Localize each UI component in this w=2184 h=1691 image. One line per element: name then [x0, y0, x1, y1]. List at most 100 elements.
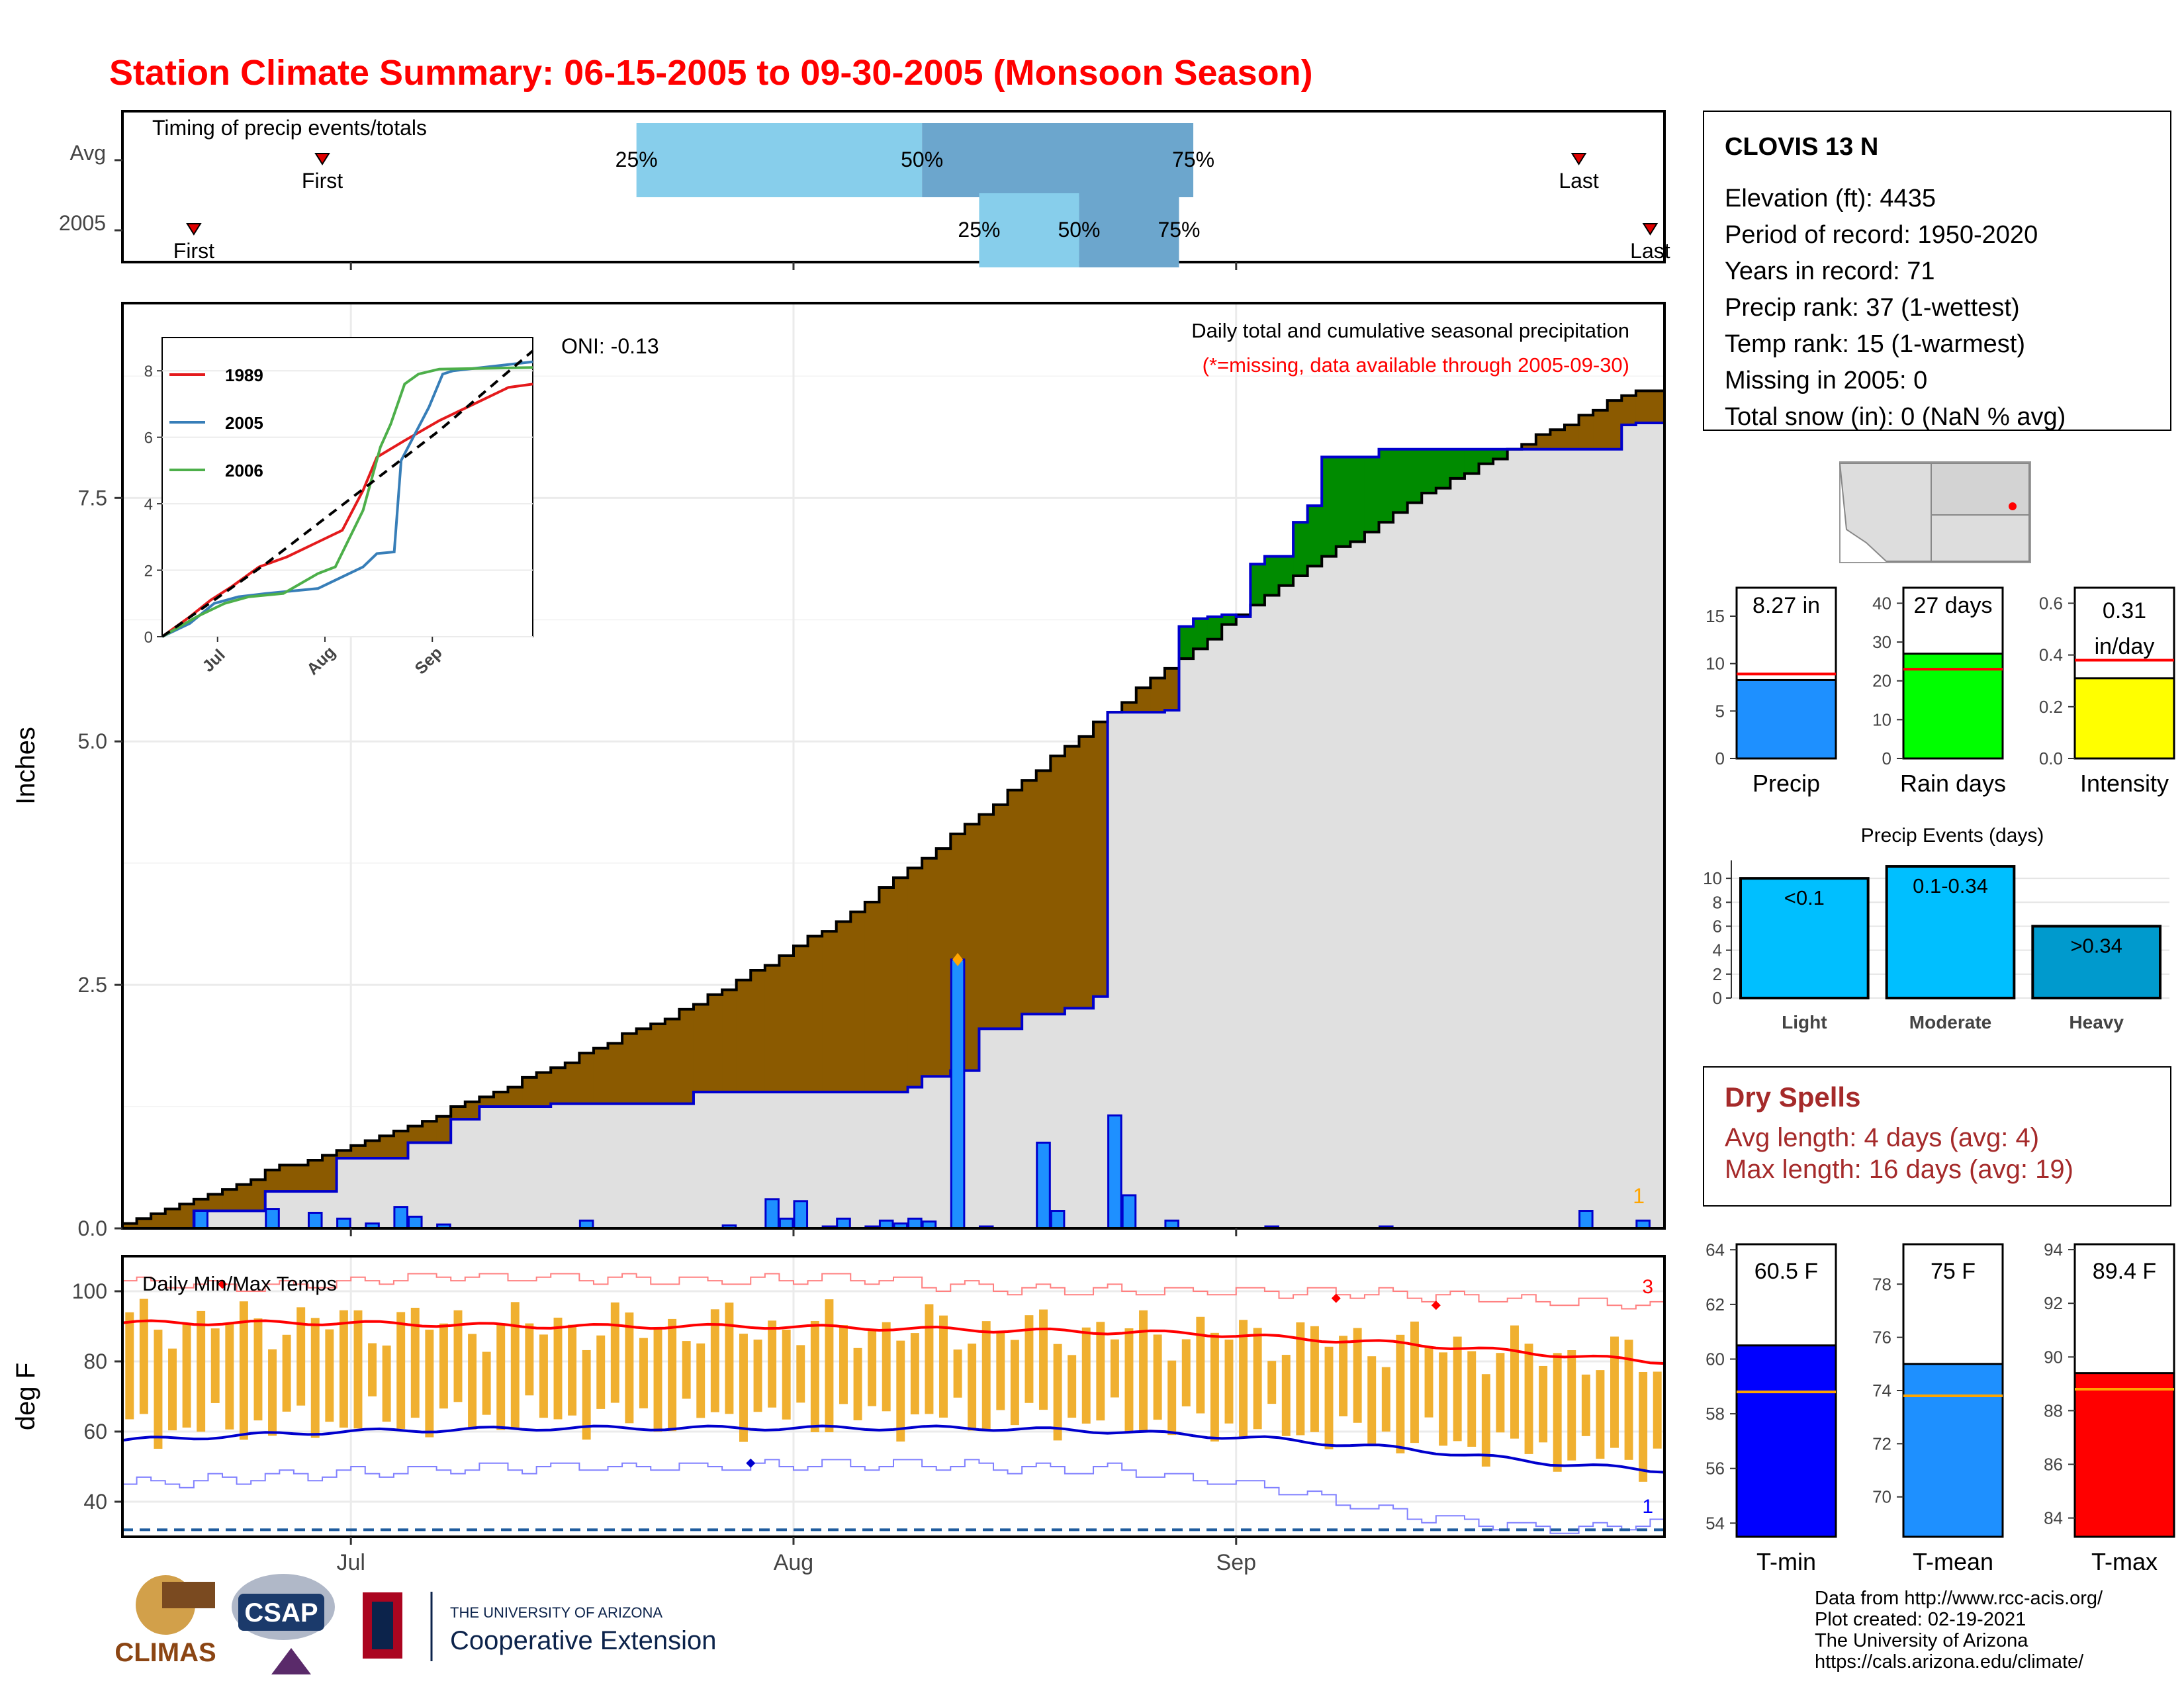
record-high-marker — [1431, 1301, 1441, 1310]
temp-daily-range-bar — [625, 1312, 634, 1424]
dry-spells-box: Dry Spells Avg length: 4 days (avg: 4) M… — [1703, 1066, 2171, 1207]
surplus-segment — [1207, 616, 1222, 639]
temp-background — [122, 1256, 1664, 1537]
deficit-segment — [1150, 678, 1165, 713]
deficit-segment — [822, 931, 837, 1092]
record-low-line — [122, 1459, 1664, 1534]
temp-daily-range-bar — [796, 1345, 805, 1403]
deficit-segment — [1036, 770, 1051, 1015]
csap-logo: CSAP — [232, 1574, 335, 1674]
timing-avg-first-label: First — [302, 169, 343, 193]
temp-daily-range-bar — [1239, 1320, 1248, 1438]
deficit-segment — [422, 1121, 437, 1143]
precip-y-tick-label: 7.5 — [78, 486, 107, 510]
surplus-segment — [1393, 449, 1408, 513]
timing-avg-iqr-high — [922, 123, 1194, 197]
deficit-segment — [1550, 430, 1565, 449]
surplus-segment — [1435, 449, 1451, 488]
deficit-segment — [265, 1169, 280, 1192]
temp-daily-range-bar — [1381, 1367, 1390, 1432]
deficit-segment — [236, 1184, 251, 1211]
dry-max: Max length: 16 days (avg: 19) — [1725, 1155, 2073, 1184]
deficit-segment — [579, 1053, 594, 1104]
temp-daily-range-bar — [768, 1320, 777, 1408]
oni-label: ONI: -0.13 — [561, 334, 659, 358]
deficit-segment — [651, 1023, 666, 1104]
max-daily-marker — [952, 952, 964, 966]
surplus-segment — [1422, 449, 1437, 493]
temp-daily-range-bar — [853, 1348, 862, 1420]
minibar-y-tick-label: 0 — [1882, 749, 1891, 768]
temp-daily-range-bar — [1310, 1326, 1319, 1432]
logos: CLIMAS CSAP THE UNIVERSITY OF ARIZONA Co… — [114, 1574, 716, 1674]
precip-corner-count: 1 — [1633, 1184, 1645, 1208]
temp-title: Daily Min/Max Temps — [142, 1272, 337, 1295]
minibar-value-label-2: 0.31 — [2103, 598, 2146, 623]
temp-daily-range-bar — [753, 1340, 762, 1412]
temp-daily-range-bar — [953, 1349, 962, 1398]
daily-precip-bar — [1050, 1210, 1066, 1230]
daily-precip-bar — [764, 1198, 780, 1230]
temp-daily-range-bar — [296, 1307, 306, 1406]
tempbar-y-tick-label: 70 — [1872, 1487, 1891, 1507]
page-title: Station Climate Summary: 06-15-2005 to 0… — [109, 53, 1313, 93]
temp-daily-range-bar — [1596, 1370, 1605, 1459]
record-low-marker — [746, 1458, 756, 1468]
tempbar-y-tick-label: 76 — [1872, 1328, 1891, 1348]
precip-subtitle-2: (*=missing, data available through 2005-… — [1203, 353, 1629, 377]
surplus-segment — [1264, 556, 1279, 596]
deficit-segment — [1093, 721, 1109, 997]
deficit-segment — [508, 1087, 523, 1107]
deficit-segment — [1122, 702, 1137, 713]
temp-y-tick-label: 60 — [83, 1420, 107, 1443]
deficit-segment — [1079, 736, 1094, 1009]
deficit-segment — [636, 1028, 651, 1104]
temp-daily-range-bar — [1439, 1352, 1448, 1446]
tempbar-y-tick-label: 90 — [2044, 1347, 2063, 1367]
temp-daily-range-bar — [525, 1323, 534, 1396]
surplus-segment — [1336, 457, 1351, 547]
temp-daily-range-bar — [197, 1310, 206, 1432]
tempbar-y-tick-label: 86 — [2044, 1455, 2063, 1475]
timing-row-2005: 2005 — [59, 211, 106, 235]
daily-precip-bar — [950, 958, 966, 1230]
temp-daily-range-bar — [539, 1334, 548, 1418]
surplus-segment — [1279, 556, 1294, 586]
temp-daily-range-bar — [268, 1349, 277, 1436]
deficit-segment — [493, 1091, 508, 1107]
tempbar-category-label-1: T-mean — [1913, 1548, 1993, 1575]
timing-y2005-iqr-low — [979, 193, 1079, 267]
deficit-segment — [1522, 444, 1537, 449]
temp-daily-range-bar — [1110, 1339, 1119, 1398]
deficit-segment — [436, 1116, 451, 1143]
deficit-segment — [365, 1140, 380, 1159]
events-category-0: Light — [1782, 1012, 1827, 1032]
temp-daily-range-bar — [882, 1322, 891, 1412]
timing-avg-pct-0: 25% — [615, 148, 658, 171]
temp-daily-range-bar — [868, 1330, 877, 1406]
x-tick-label: Jul — [336, 1550, 365, 1575]
events-bar-label-0: <0.1 — [1784, 886, 1825, 909]
temp-daily-range-bar — [1010, 1340, 1019, 1426]
temp-daily-range-bar — [910, 1333, 919, 1415]
events-y-tick-label: 4 — [1713, 940, 1722, 960]
minibar-value-label-2: in/day — [2095, 634, 2155, 659]
temp-daily-range-bar — [1024, 1315, 1034, 1403]
temp-daily-range-bar — [1167, 1360, 1177, 1436]
temp-daily-range-bar — [139, 1299, 148, 1414]
deficit-segment — [850, 911, 866, 1092]
temp-daily-range-bar — [310, 1318, 320, 1438]
footer-line: Data from http://www.rcc-acis.org/ — [1815, 1588, 2103, 1609]
temp-daily-range-bar — [368, 1343, 377, 1396]
events-bar-label-1: 0.1-0.34 — [1913, 874, 1988, 897]
inset-series-2005 — [161, 360, 533, 638]
temp-daily-range-bar — [1253, 1328, 1262, 1430]
deficit-segment — [793, 946, 809, 1092]
temp-daily-range-bar — [810, 1320, 819, 1432]
deficit-segment — [879, 887, 894, 1092]
station-line: Years in record: 71 — [1725, 257, 1935, 285]
daily-precip-bar — [1036, 1142, 1051, 1230]
inset-y-tick-label: 8 — [144, 363, 153, 381]
deficit-segment — [864, 902, 880, 1092]
